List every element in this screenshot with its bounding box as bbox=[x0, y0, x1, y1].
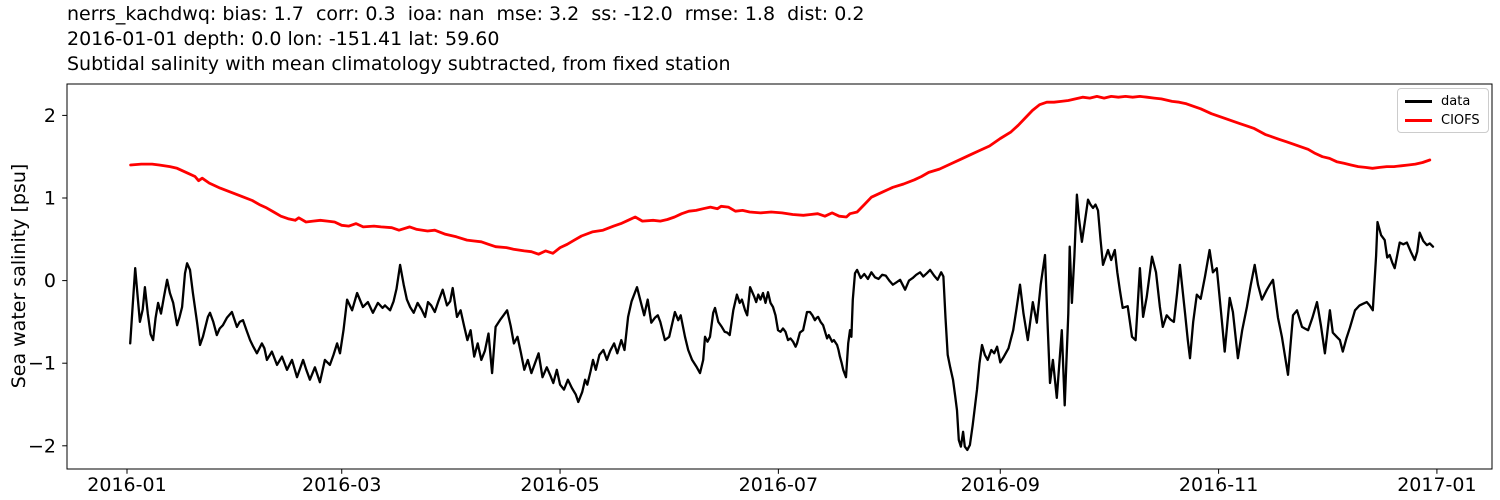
legend-line-swatch bbox=[1405, 118, 1432, 122]
x-tick-label: 2016-09 bbox=[961, 474, 1040, 496]
y-tick-label: −1 bbox=[28, 353, 56, 375]
title-station-line: 2016-01-01 depth: 0.0 lon: -151.41 lat: … bbox=[67, 28, 500, 50]
legend-row-ciofs: CIOFS bbox=[1405, 111, 1482, 129]
y-tick-label: 2 bbox=[44, 105, 56, 127]
x-tick-label: 2016-01 bbox=[87, 474, 166, 496]
y-axis-ticks: 2 1 0 −1 −2 bbox=[28, 105, 67, 457]
legend-row-data: data bbox=[1405, 92, 1482, 110]
x-tick-label: 2016-07 bbox=[739, 474, 818, 496]
legend-line-swatch bbox=[1405, 99, 1432, 103]
x-tick-label: 2016-03 bbox=[302, 474, 381, 496]
y-tick-label: −2 bbox=[28, 435, 56, 457]
data-series-line bbox=[129, 193, 1435, 452]
y-tick-label: 1 bbox=[44, 188, 56, 210]
plot-border bbox=[66, 83, 1493, 470]
x-tick-label: 2017-01 bbox=[1397, 474, 1476, 496]
x-tick-label: 2016-11 bbox=[1179, 474, 1258, 496]
title-description-line: Subtidal salinity with mean climatology … bbox=[67, 53, 731, 75]
x-tick-label: 2016-05 bbox=[520, 474, 599, 496]
x-axis-ticks: 2016-01 2016-03 2016-05 2016-07 2016-09 2016-… bbox=[87, 469, 1477, 496]
legend-label: data bbox=[1441, 93, 1471, 109]
series-lines bbox=[129, 95, 1435, 452]
legend: data CIOFS bbox=[1397, 88, 1489, 133]
title-stats-line: nerrs_kachdwq: bias: 1.7 corr: 0.3 ioa: … bbox=[67, 3, 865, 25]
ciofs-series-line bbox=[129, 95, 1432, 256]
y-tick-label: 0 bbox=[44, 270, 56, 292]
legend-label: CIOFS bbox=[1441, 112, 1480, 128]
